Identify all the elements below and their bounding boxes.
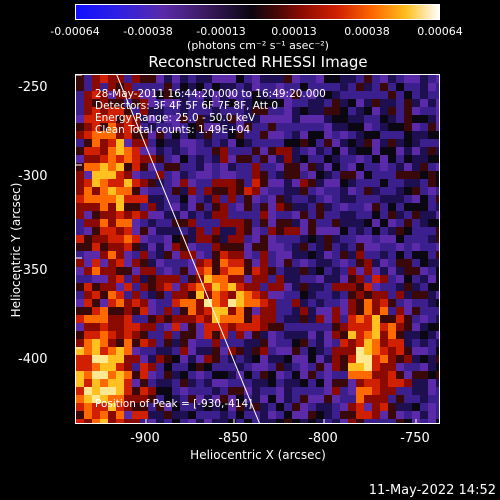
- heatmap-plot: [75, 74, 440, 424]
- timestamp: 11-May-2022 14:52: [368, 483, 496, 498]
- y-tick-label: -350: [18, 263, 48, 278]
- annotation-energy-range: Energy Range: 25.0 - 50.0 keV: [95, 112, 256, 124]
- colorbar-label: -0.00038: [123, 25, 173, 38]
- annotation-peak-position: Position of Peak = [-930,-414]: [95, 398, 253, 410]
- colorbar-label: -0.00064: [50, 25, 100, 38]
- annotation-time-range: 28-May-2011 16:44:20.000 to 16:49:20.000: [95, 88, 326, 100]
- annotation-detectors: Detectors: 3F 4F 5F 6F 7F 8F, Att 0: [95, 100, 279, 112]
- solar-limb-line: [116, 75, 260, 423]
- colorbar-label: 0.00038: [344, 25, 390, 38]
- plot-title: Reconstructed RHESSI Image: [148, 53, 368, 71]
- colorbar: [75, 4, 440, 20]
- y-axis-label: Heliocentric Y (arcsec): [9, 182, 23, 318]
- y-tick-label: -300: [18, 169, 48, 184]
- x-tick-label: -850: [218, 431, 248, 446]
- colorbar-label: -0.00013: [196, 25, 246, 38]
- y-tick-label: -400: [18, 352, 48, 367]
- x-tick-label: -900: [130, 431, 160, 446]
- annotation-total-counts: Clean Total counts: 1.49E+04: [95, 124, 251, 136]
- x-tick-label: -750: [400, 431, 430, 446]
- colorbar-label: 0.00013: [271, 25, 317, 38]
- heatmap-image: [76, 75, 439, 423]
- x-axis-label: Heliocentric X (arcsec): [190, 448, 326, 462]
- colorbar-units: (photons cm⁻² s⁻¹ asec⁻²): [187, 39, 329, 52]
- x-tick-label: -800: [308, 431, 338, 446]
- y-tick-label: -250: [18, 80, 48, 95]
- colorbar-label: 0.00064: [417, 25, 463, 38]
